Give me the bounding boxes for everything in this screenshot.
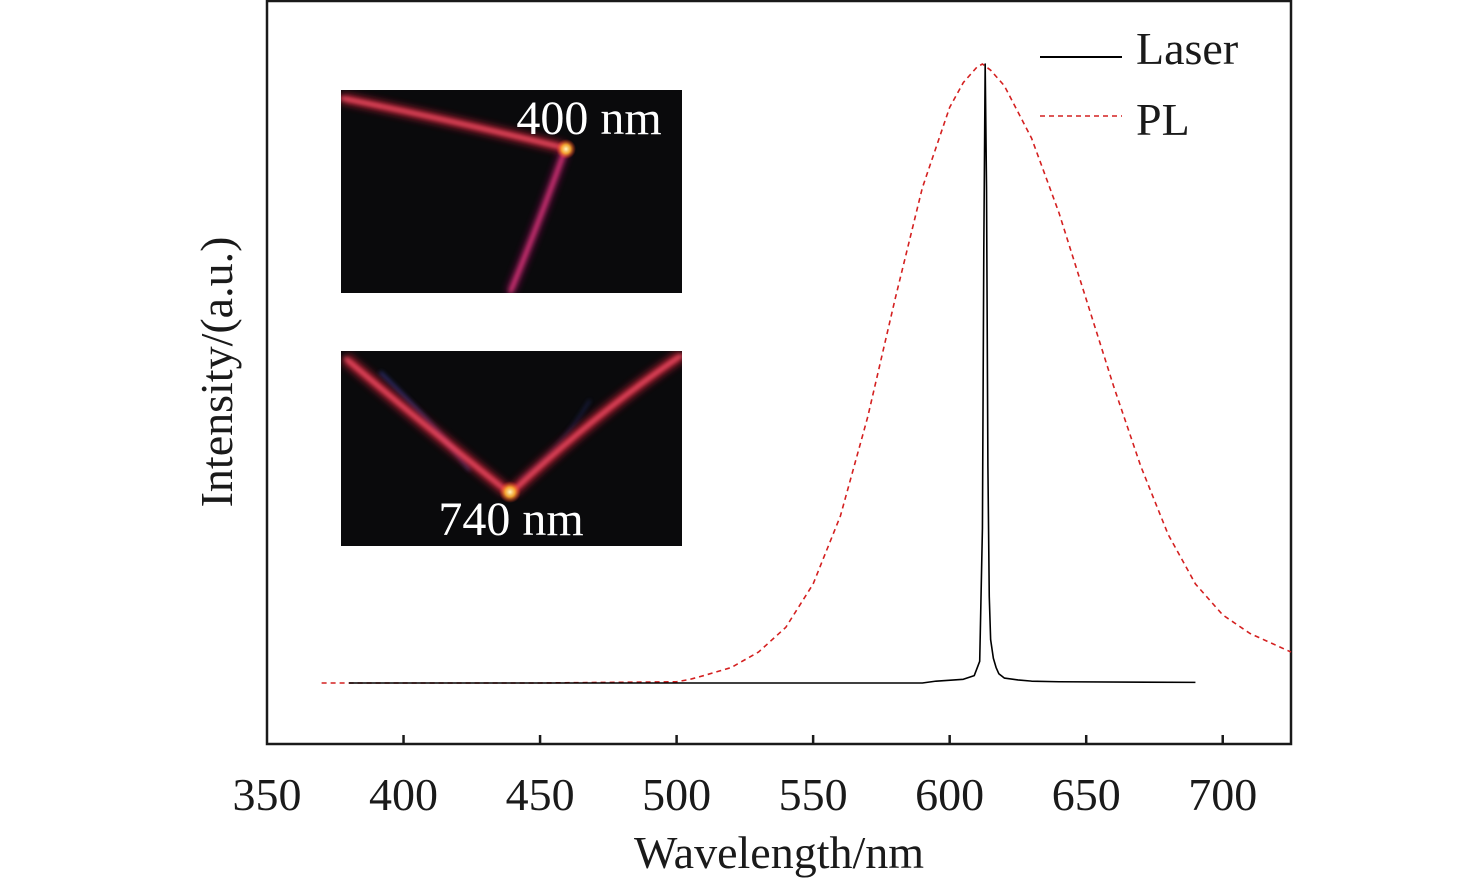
x-axis-title: Wavelength/nm [634, 827, 924, 878]
series-line-pl [321, 63, 1292, 684]
legend-pl-label: PL [1136, 94, 1190, 145]
inset-label-400nm: 400 nm [516, 92, 661, 145]
plot-frame [265, 0, 1293, 746]
y-axis-title: Intensity/(a.u.) [191, 237, 242, 508]
x-tick-label: 450 [506, 769, 575, 820]
inset-photo-740nm: 740 nm [341, 351, 682, 546]
x-tick-label: 550 [779, 769, 848, 820]
inset-photo-400nm: 400 nm [341, 90, 682, 293]
x-axis-ticks: 350 400 450 500 550 600 650 700 [233, 735, 1257, 820]
series-layer [321, 63, 1292, 684]
x-tick-label: 400 [369, 769, 438, 820]
x-tick-label: 500 [642, 769, 711, 820]
x-tick-label: 700 [1188, 769, 1257, 820]
legend-laser-label: Laser [1136, 23, 1238, 74]
inset-label-740nm: 740 nm [438, 493, 583, 546]
legend: Laser PL [1040, 23, 1238, 145]
series-line-laser [348, 63, 1196, 684]
x-tick-label: 600 [915, 769, 984, 820]
x-tick-label: 650 [1052, 769, 1121, 820]
x-tick-label: 350 [233, 769, 302, 820]
